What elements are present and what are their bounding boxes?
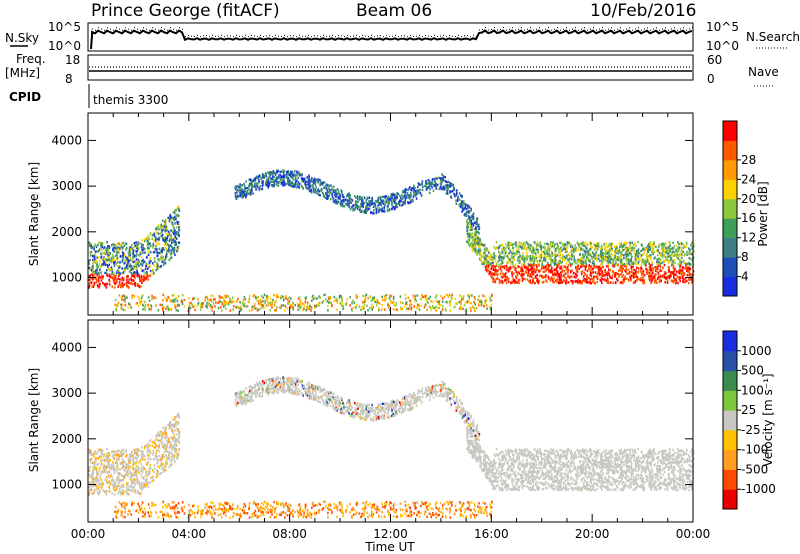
power-swatch-3 bbox=[723, 218, 737, 239]
velocity-cbar-tick-6: -500 bbox=[741, 462, 768, 476]
time-tick-4: 16:00 bbox=[474, 527, 509, 541]
power-swatch-1 bbox=[723, 257, 737, 278]
time-tick-6: 00:00 bbox=[676, 527, 711, 541]
nave-tick-bottom: 0 bbox=[707, 72, 715, 86]
velocity-ytick-4000: 4000 bbox=[51, 340, 82, 354]
velocity-swatch-0 bbox=[723, 489, 737, 510]
nsky-trace bbox=[90, 29, 693, 50]
velocity-cbar-tick-5: -100 bbox=[741, 443, 768, 457]
nsky-tick-top: 10^5 bbox=[48, 20, 81, 34]
nsearch-label: N.Search bbox=[746, 30, 800, 44]
velocity-ylabel: Slant Range [km] bbox=[27, 368, 41, 472]
nsearch-tick-bottom: 10^0 bbox=[706, 39, 739, 53]
velocity-ytick-2000: 2000 bbox=[51, 432, 82, 446]
power-cbar-tick-2: 12 bbox=[741, 231, 756, 245]
velocity-swatch-2 bbox=[723, 449, 737, 470]
power-cbar-tick-3: 16 bbox=[741, 211, 756, 225]
velocity-data-layer bbox=[88, 376, 695, 519]
time-tick-0: 00:00 bbox=[71, 527, 106, 541]
power-ytick-2000: 2000 bbox=[51, 225, 82, 239]
nsearch-trace bbox=[92, 27, 693, 38]
velocity-ytick-3000: 3000 bbox=[51, 386, 82, 400]
power-cbar-tick-0: 4 bbox=[741, 270, 749, 284]
velocity-swatch-6 bbox=[723, 370, 737, 391]
time-tick-3: 12:00 bbox=[373, 527, 408, 541]
time-axis: 00:00 04:00 08:00 12:00 16:00 20:00 00:00 bbox=[71, 527, 711, 541]
date-label: 10/Feb/2016 bbox=[590, 1, 696, 21]
radar-name: Prince George (fitACF) bbox=[91, 1, 280, 21]
power-swatch-7 bbox=[723, 140, 737, 161]
velocity-panel: 1000 2000 3000 4000 Slant Range [km] 1000 50… bbox=[27, 319, 776, 523]
freq-label: Freq. bbox=[16, 52, 46, 66]
power-swatch-0 bbox=[723, 276, 737, 297]
velocity-cbar-tick-7: -1000 bbox=[741, 482, 776, 496]
power-cbar-tick-4: 20 bbox=[741, 192, 756, 206]
velocity-colorbar: 1000 500 100 25 -25 -100 -500 -1000 bbox=[722, 330, 776, 510]
cpid-strip: CPID themis 3300 bbox=[9, 84, 168, 108]
power-panel: 1000 2000 3000 4000 Slant Range [km] 4 8 12 16… bbox=[27, 112, 770, 316]
freq-tick-bottom: 8 bbox=[65, 72, 73, 86]
power-cbar-tick-6: 28 bbox=[741, 153, 756, 167]
velocity-ytick-1000: 1000 bbox=[51, 478, 82, 492]
power-cbar-tick-1: 8 bbox=[741, 250, 749, 264]
power-data-layer bbox=[88, 169, 695, 312]
nave-label: Nave bbox=[748, 65, 779, 79]
power-ytick-3000: 3000 bbox=[51, 179, 82, 193]
velocity-cbar-tick-0: 1000 bbox=[741, 344, 772, 358]
nsky-strip: N.Sky 10^5 10^0 10^5 10^0 N.Search bbox=[5, 20, 800, 53]
velocity-swatch-5 bbox=[723, 390, 737, 411]
power-swatch-5 bbox=[723, 179, 737, 200]
time-tick-5: 20:00 bbox=[575, 527, 610, 541]
power-ytick-4000: 4000 bbox=[51, 133, 82, 147]
velocity-cbar-tick-3: 25 bbox=[741, 403, 756, 417]
cpid-label: CPID bbox=[9, 90, 41, 104]
freq-unit-label: [MHz] bbox=[5, 66, 40, 80]
velocity-swatch-1 bbox=[723, 469, 737, 490]
power-ytick-1000: 1000 bbox=[51, 271, 82, 285]
power-swatch-4 bbox=[723, 198, 737, 219]
velocity-swatch-3 bbox=[723, 429, 737, 451]
nsky-label: N.Sky bbox=[5, 31, 39, 45]
time-tick-1: 04:00 bbox=[172, 527, 207, 541]
nsearch-tick-top: 10^5 bbox=[706, 20, 739, 34]
freq-strip: Freq. [MHz] 18 8 60 0 Nave bbox=[5, 52, 779, 87]
power-cbar-tick-5: 24 bbox=[741, 172, 756, 186]
power-swatch-6 bbox=[723, 159, 737, 180]
time-tick-2: 08:00 bbox=[272, 527, 307, 541]
cpid-value: themis 3300 bbox=[93, 93, 168, 107]
velocity-swatch-8 bbox=[723, 331, 737, 352]
nsky-tick-bottom: 10^0 bbox=[48, 39, 81, 53]
velocity-cbar-tick-1: 500 bbox=[741, 364, 764, 378]
power-swatch-8 bbox=[723, 121, 737, 141]
nave-tick-top: 60 bbox=[707, 53, 722, 67]
time-axis-label: Time UT bbox=[364, 540, 415, 554]
power-colorbar: 4 8 12 16 20 24 28 bbox=[722, 120, 756, 297]
velocity-colorbar-label: Velocity [m s⁻¹] bbox=[761, 373, 775, 466]
beam-label: Beam 06 bbox=[356, 1, 432, 21]
power-ylabel: Slant Range [km] bbox=[27, 162, 41, 266]
velocity-cbar-tick-2: 100 bbox=[741, 383, 764, 397]
power-swatch-2 bbox=[723, 237, 737, 258]
freq-tick-top: 18 bbox=[65, 53, 80, 67]
velocity-swatch-4 bbox=[723, 410, 737, 431]
power-colorbar-label: Power [dB] bbox=[756, 181, 770, 246]
velocity-cbar-tick-4: -25 bbox=[741, 423, 761, 437]
velocity-swatch-7 bbox=[723, 350, 737, 372]
